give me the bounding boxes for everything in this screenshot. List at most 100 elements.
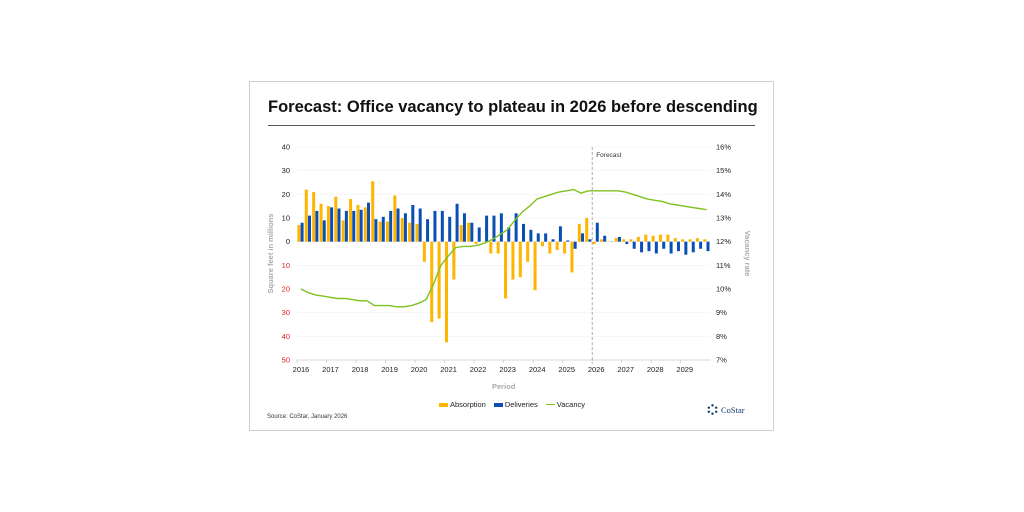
left-tick-label: 50 <box>282 356 290 365</box>
legend-vacancy: Vacancy <box>545 400 585 409</box>
deliveries-bar <box>492 215 496 242</box>
deliveries-bar <box>706 241 710 252</box>
deliveries-bar <box>374 219 378 242</box>
absorption-bar <box>408 222 412 242</box>
right-tick-label: 16% <box>716 143 731 152</box>
absorption-swatch <box>438 402 448 407</box>
vacancy-line <box>300 188 707 308</box>
deliveries-bar <box>403 213 407 242</box>
left-tick-label: 10 <box>282 261 290 270</box>
right-tick-label: 7% <box>716 356 727 365</box>
deliveries-bar <box>330 207 334 242</box>
left-tick-label: 0 <box>286 237 290 246</box>
absorption-bar <box>695 238 699 242</box>
source-note: Source: CoStar, January 2026 <box>267 414 348 420</box>
absorption-bar <box>577 223 581 242</box>
absorption-bar <box>636 236 640 242</box>
deliveries-bar <box>529 229 533 242</box>
deliveries-bar <box>640 241 644 253</box>
deliveries-bar <box>499 213 503 242</box>
legend-absorption: Absorption <box>438 400 486 409</box>
deliveries-bar <box>691 241 695 253</box>
x-tick-label: 2025 <box>558 365 575 374</box>
absorption-bar <box>437 241 441 319</box>
deliveries-bar <box>440 210 444 242</box>
absorption-bar <box>378 221 382 242</box>
legend-deliveries: Deliveries <box>493 400 538 409</box>
absorption-bar <box>688 239 692 242</box>
absorption-bar <box>651 235 655 242</box>
deliveries-bar <box>684 241 688 255</box>
deliveries-bar <box>654 241 658 254</box>
absorption-bar <box>445 241 448 343</box>
absorption-bar <box>415 223 419 242</box>
deliveries-bar <box>462 213 466 242</box>
deliveries-bar <box>433 210 437 242</box>
costar-logo: CoStar <box>707 404 745 415</box>
deliveries-bar <box>381 216 385 242</box>
deliveries-bar <box>573 241 577 249</box>
deliveries-bar <box>344 210 348 242</box>
absorption-bar <box>563 241 567 254</box>
absorption-bar <box>526 241 530 262</box>
absorption-bar <box>540 241 544 247</box>
absorption-bar <box>614 238 618 242</box>
absorption-bar <box>467 222 471 242</box>
right-tick-label: 14% <box>716 190 731 199</box>
deliveries-bar <box>522 223 525 242</box>
absorption-bar <box>592 241 596 245</box>
absorption-bar <box>334 196 338 242</box>
deliveries-bar <box>418 208 422 242</box>
deliveries-bar <box>603 235 607 242</box>
absorption-bar <box>555 241 559 250</box>
deliveries-bar <box>617 236 621 242</box>
right-tick-label: 15% <box>716 166 731 175</box>
deliveries-bar <box>676 241 680 252</box>
deliveries-bar <box>470 222 474 242</box>
absorption-bar <box>673 238 677 242</box>
deliveries-bar <box>669 241 673 254</box>
deliveries-bar <box>359 209 363 242</box>
chart-title: Forecast: Office vacancy to plateau in 2… <box>268 98 758 116</box>
absorption-bar <box>703 239 707 242</box>
absorption-bar <box>363 207 367 242</box>
x-tick-label: 2018 <box>352 365 369 374</box>
x-tick-label: 2023 <box>499 365 516 374</box>
absorption-bar <box>371 181 375 242</box>
absorption-bar <box>326 206 330 242</box>
absorption-bar <box>629 239 633 242</box>
deliveries-bar <box>352 210 356 242</box>
deliveries-bar <box>536 233 540 242</box>
x-tick-label: 2016 <box>293 365 310 374</box>
left-tick-label: 20 <box>282 285 290 294</box>
deliveries-bar <box>647 241 651 252</box>
absorption-bar <box>666 234 670 242</box>
absorption-bar <box>533 241 537 291</box>
absorption-bar <box>349 199 353 242</box>
absorption-bar <box>659 234 663 242</box>
deliveries-bar <box>662 241 666 249</box>
absorption-bar <box>511 241 515 280</box>
deliveries-bar <box>699 241 703 249</box>
absorption-bar <box>393 195 397 242</box>
legend: Absorption Deliveries Vacancy <box>0 400 1024 409</box>
deliveries-bar <box>551 239 555 242</box>
left-tick-label: 40 <box>282 143 290 152</box>
absorption-bar <box>504 241 508 299</box>
deliveries-bar <box>632 241 636 249</box>
absorption-bar <box>644 234 648 242</box>
absorption-bar <box>312 191 316 242</box>
deliveries-bar <box>455 203 459 242</box>
right-axis-title: Vacancy rate <box>743 231 752 277</box>
vacancy-swatch <box>545 403 555 406</box>
right-tick-label: 9% <box>716 308 727 317</box>
absorption-bar <box>599 239 603 242</box>
absorption-bar <box>319 203 323 242</box>
x-tick-label: 2020 <box>411 365 428 374</box>
left-tick-label: 30 <box>282 166 290 175</box>
deliveries-bar <box>507 227 511 242</box>
x-tick-label: 2022 <box>470 365 487 374</box>
deliveries-swatch <box>493 402 503 407</box>
deliveries-bar <box>337 208 341 242</box>
